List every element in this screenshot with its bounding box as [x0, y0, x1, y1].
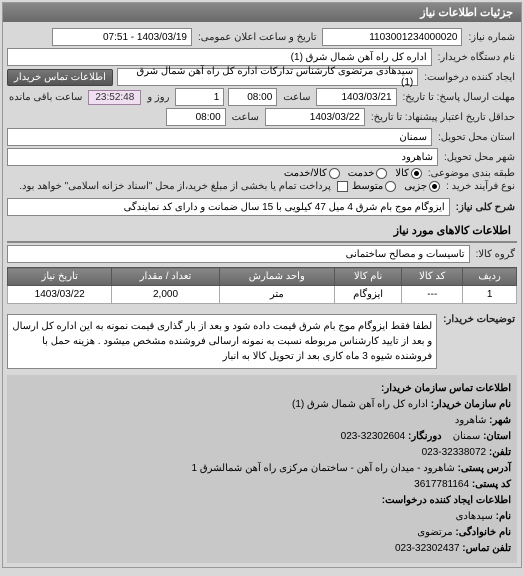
- request-no-label: شماره نیاز:: [466, 32, 517, 43]
- time-remain-label: ساعت باقی مانده: [7, 92, 84, 103]
- radio-minor-input[interactable]: [429, 181, 440, 192]
- request-no-field: 1103001234000020: [322, 28, 462, 46]
- countdown-timer: 23:52:48: [88, 90, 141, 105]
- announce-date-field: 1403/03/19 - 07:51: [52, 28, 192, 46]
- goods-group-label: گروه کالا:: [474, 249, 517, 260]
- lastname-value: مرتضوی: [417, 527, 452, 538]
- name-value: سیدهادی: [456, 511, 493, 522]
- radio-goods[interactable]: کالا: [395, 168, 422, 179]
- td-row: 1: [463, 286, 517, 304]
- requester-field: سیدهادی مرتضوی کارشناس تدارکات اداره کل …: [117, 68, 418, 86]
- org-value: اداره کل راه آهن شمال شرق (1): [292, 399, 428, 410]
- time-label-2: ساعت: [230, 112, 261, 123]
- radio-goods-label: کالا: [395, 168, 409, 179]
- table-header-row: ردیف کد کالا نام کالا واحد شمارش تعداد /…: [8, 268, 517, 286]
- fax-label: دورنگار:: [408, 431, 442, 442]
- goods-section-title: اطلاعات کالاهای مورد نیاز: [7, 220, 517, 243]
- cphone-value: 32302437-023: [395, 543, 460, 554]
- deadline2-time-field: 08:00: [166, 108, 226, 126]
- addr-label: آدرس پستی:: [458, 463, 511, 474]
- purchase-type-label: نوع فرآیند خرید :: [444, 181, 517, 192]
- radio-medium-input[interactable]: [385, 181, 396, 192]
- td-code: ---: [402, 286, 463, 304]
- deadline-date-field: 1403/03/21: [316, 88, 396, 106]
- th-date: تاریخ نیاز: [8, 268, 112, 286]
- packaging-radio-group: کالا خدمت کالا/خدمت: [284, 168, 422, 179]
- purchase-type-radio-group: جزیی متوسط: [352, 181, 440, 192]
- addr-value: شاهرود - میدان راه آهن - ساختمان مرکزی ر…: [192, 463, 455, 474]
- notes-label: توضیحات خریدار:: [441, 310, 517, 325]
- state-label: استان:: [483, 431, 511, 442]
- city-value: شاهرود: [455, 415, 487, 426]
- postal-label: کد پستی:: [472, 479, 511, 490]
- deadline2-date-field: 1403/03/22: [265, 108, 365, 126]
- lastname-label: نام خانوادگی:: [455, 527, 511, 538]
- radio-medium-label: متوسط: [352, 181, 383, 192]
- radio-both-label: کالا/خدمت: [284, 168, 327, 179]
- goods-group-field: تاسیسات و مصالح ساختمانی: [7, 245, 470, 263]
- radio-medium[interactable]: متوسط: [352, 181, 396, 192]
- org-label: نام سازمان خریدار:: [431, 399, 511, 410]
- cphone-label: تلفن تماس:: [462, 543, 511, 554]
- delivery-city-field: شاهرود: [7, 148, 438, 166]
- requester-label: ایجاد کننده درخواست:: [422, 72, 517, 83]
- radio-service-label: خدمت: [348, 168, 375, 179]
- buyer-device-label: نام دستگاه خریدار:: [436, 52, 517, 63]
- packaging-label: طبقه بندی موضوعی:: [426, 168, 517, 179]
- deadline2-label: حداقل تاریخ اعتبار پیشنهاد: تا تاریخ:: [369, 112, 517, 123]
- panel-header: جزئیات اطلاعات نیاز: [3, 3, 521, 22]
- td-date: 1403/03/22: [8, 286, 112, 304]
- need-desc-field: ایزوگام موج بام شرق 4 میل 47 کیلویی با 1…: [7, 198, 450, 216]
- table-row[interactable]: 1 --- ایزوگام متر 2,000 1403/03/22: [8, 286, 517, 304]
- radio-minor[interactable]: جزیی: [404, 181, 440, 192]
- delivery-state-field: سمنان: [7, 128, 432, 146]
- city-label: شهر:: [489, 415, 511, 426]
- days-remain-field: 1: [175, 88, 224, 106]
- contact-section: اطلاعات تماس سازمان خریدار: نام سازمان خ…: [7, 375, 517, 563]
- treasury-checkbox[interactable]: [337, 181, 348, 192]
- time-label-1: ساعت: [281, 92, 312, 103]
- phone-label: تلفن:: [489, 447, 511, 458]
- td-unit: متر: [219, 286, 334, 304]
- contact-section-title: اطلاعات تماس سازمان خریدار:: [381, 383, 511, 394]
- radio-minor-label: جزیی: [404, 181, 427, 192]
- th-unit: واحد شمارش: [219, 268, 334, 286]
- radio-goods-input[interactable]: [411, 168, 422, 179]
- purchase-note: پرداخت تمام یا بخشی از مبلغ خرید،از محل …: [17, 181, 333, 192]
- radio-service-input[interactable]: [376, 168, 387, 179]
- radio-both-input[interactable]: [329, 168, 340, 179]
- goods-table: ردیف کد کالا نام کالا واحد شمارش تعداد /…: [7, 267, 517, 304]
- td-qty: 2,000: [112, 286, 219, 304]
- deadline-time-field: 08:00: [228, 88, 277, 106]
- delivery-city-label: شهر محل تحویل:: [442, 152, 517, 163]
- days-remain-label: روز و: [145, 92, 171, 103]
- buyer-device-field: اداره کل راه آهن شمال شرق (1): [7, 48, 432, 66]
- radio-both[interactable]: کالا/خدمت: [284, 168, 340, 179]
- phone-value: 32338072-023: [422, 447, 487, 458]
- fax-value: 32302604-023: [341, 431, 406, 442]
- postal-value: 3617781164: [414, 479, 469, 490]
- state-value: سمنان: [453, 431, 481, 442]
- creator-section-title: اطلاعات ایجاد کننده درخواست:: [382, 495, 511, 506]
- need-desc-label: شرح کلی نیاز:: [454, 202, 517, 213]
- th-name: نام کالا: [334, 268, 401, 286]
- notes-field: لطفا فقط ایزوگام موج بام شرق قیمت داده ش…: [7, 314, 437, 369]
- delivery-state-label: استان محل تحویل:: [436, 132, 517, 143]
- buyer-contact-button[interactable]: اطلاعات تماس خریدار: [7, 69, 113, 86]
- th-code: کد کالا: [402, 268, 463, 286]
- radio-service[interactable]: خدمت: [348, 168, 388, 179]
- deadline-label: مهلت ارسال پاسخ: تا تاریخ:: [401, 92, 517, 103]
- announce-date-label: تاریخ و ساعت اعلان عمومی:: [196, 32, 319, 43]
- td-name: ایزوگام: [334, 286, 401, 304]
- th-qty: تعداد / مقدار: [112, 268, 219, 286]
- th-row: ردیف: [463, 268, 517, 286]
- name-label: نام:: [496, 511, 511, 522]
